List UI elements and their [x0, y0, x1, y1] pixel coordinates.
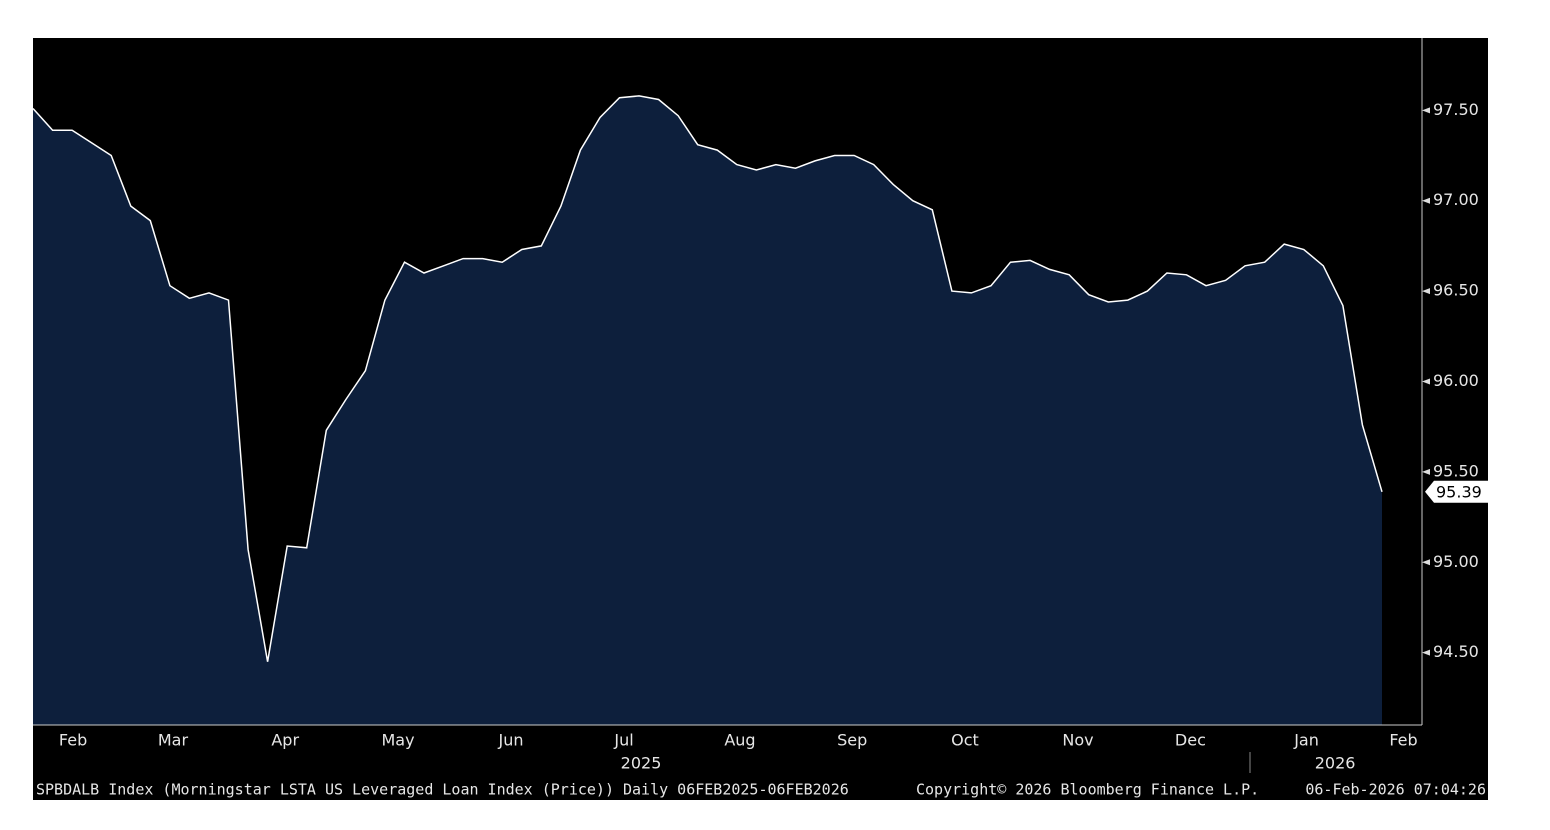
x-tick-label: Dec [1175, 731, 1206, 750]
x-tick-label: Oct [951, 731, 979, 750]
y-tick [1422, 468, 1430, 475]
y-tick [1422, 197, 1430, 204]
last-value-tag [1425, 480, 1488, 503]
area [33, 95, 1382, 725]
year-label: 2025 [621, 754, 662, 773]
x-tick-label: Jun [498, 731, 524, 750]
y-tick [1422, 107, 1430, 114]
y-tick-label: 97.50 [1433, 100, 1479, 119]
x-tick-label: May [381, 731, 414, 750]
x-tick-label: Sep [837, 731, 867, 750]
y-tick-label: 96.50 [1433, 281, 1479, 300]
x-tick-label: Jan [1293, 731, 1319, 750]
y-tick-label: 94.50 [1433, 642, 1479, 661]
x-tick-label: Nov [1062, 731, 1093, 750]
source: SPBDALB Index (Morningstar LSTA US Lever… [36, 781, 849, 799]
y-tick-label: 97.00 [1433, 190, 1479, 209]
timestamp: 06-Feb-2026 07:04:26 [1305, 781, 1486, 799]
y-tick [1422, 559, 1430, 566]
y-tick [1422, 378, 1430, 385]
last-value-label: 95.39 [1436, 482, 1482, 501]
x-tick-label: Feb [59, 731, 87, 750]
y-tick [1422, 288, 1430, 295]
x-tick-label: Apr [271, 731, 299, 750]
x-tick-label: Jul [613, 731, 633, 750]
line [32, 95, 1383, 662]
copyright: Copyright© 2026 Bloomberg Finance L.P. [916, 781, 1259, 799]
year-label: 2026 [1315, 754, 1356, 773]
y-tick [1422, 649, 1430, 656]
y-tick-label: 96.00 [1433, 371, 1479, 390]
y-tick-label: 95.50 [1433, 461, 1479, 480]
x-tick-label: Mar [158, 731, 189, 750]
y-tick-label: 95.00 [1433, 552, 1479, 571]
x-tick-label: Feb [1389, 731, 1417, 750]
x-tick-label: Aug [724, 731, 755, 750]
